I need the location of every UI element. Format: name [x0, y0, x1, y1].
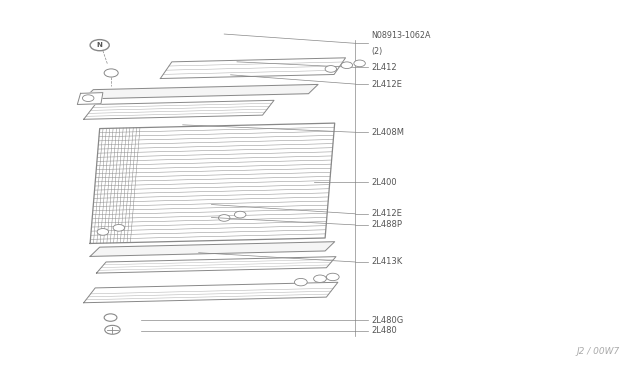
Polygon shape	[77, 93, 103, 105]
Circle shape	[326, 273, 339, 280]
Polygon shape	[84, 100, 274, 119]
Text: N08913-1062A: N08913-1062A	[371, 31, 431, 39]
Text: 2L480G: 2L480G	[371, 316, 403, 325]
Circle shape	[105, 326, 120, 334]
Polygon shape	[90, 242, 335, 256]
Circle shape	[234, 211, 246, 218]
Circle shape	[314, 275, 326, 282]
Text: 2L400: 2L400	[371, 178, 397, 187]
Polygon shape	[97, 257, 336, 273]
Text: 2L412: 2L412	[371, 63, 397, 72]
Circle shape	[354, 60, 365, 67]
Circle shape	[104, 314, 117, 321]
Circle shape	[97, 228, 109, 235]
Text: 2L488P: 2L488P	[371, 221, 402, 230]
Circle shape	[83, 95, 94, 102]
Polygon shape	[161, 58, 346, 78]
Circle shape	[113, 224, 125, 231]
Text: 2L408M: 2L408M	[371, 128, 404, 137]
Circle shape	[294, 278, 307, 286]
Circle shape	[218, 215, 230, 221]
Text: N: N	[97, 42, 102, 48]
Polygon shape	[90, 123, 335, 243]
Text: (2): (2)	[371, 47, 382, 56]
Text: 2L412E: 2L412E	[371, 209, 402, 218]
Polygon shape	[84, 282, 338, 303]
Circle shape	[104, 69, 118, 77]
Circle shape	[325, 65, 337, 72]
Text: 2L413K: 2L413K	[371, 257, 403, 266]
Circle shape	[90, 39, 109, 51]
Circle shape	[341, 62, 353, 68]
Text: 2L480: 2L480	[371, 326, 397, 335]
Text: 2L412E: 2L412E	[371, 80, 402, 89]
Text: J2 / 00W7: J2 / 00W7	[577, 347, 620, 356]
Polygon shape	[84, 84, 318, 99]
